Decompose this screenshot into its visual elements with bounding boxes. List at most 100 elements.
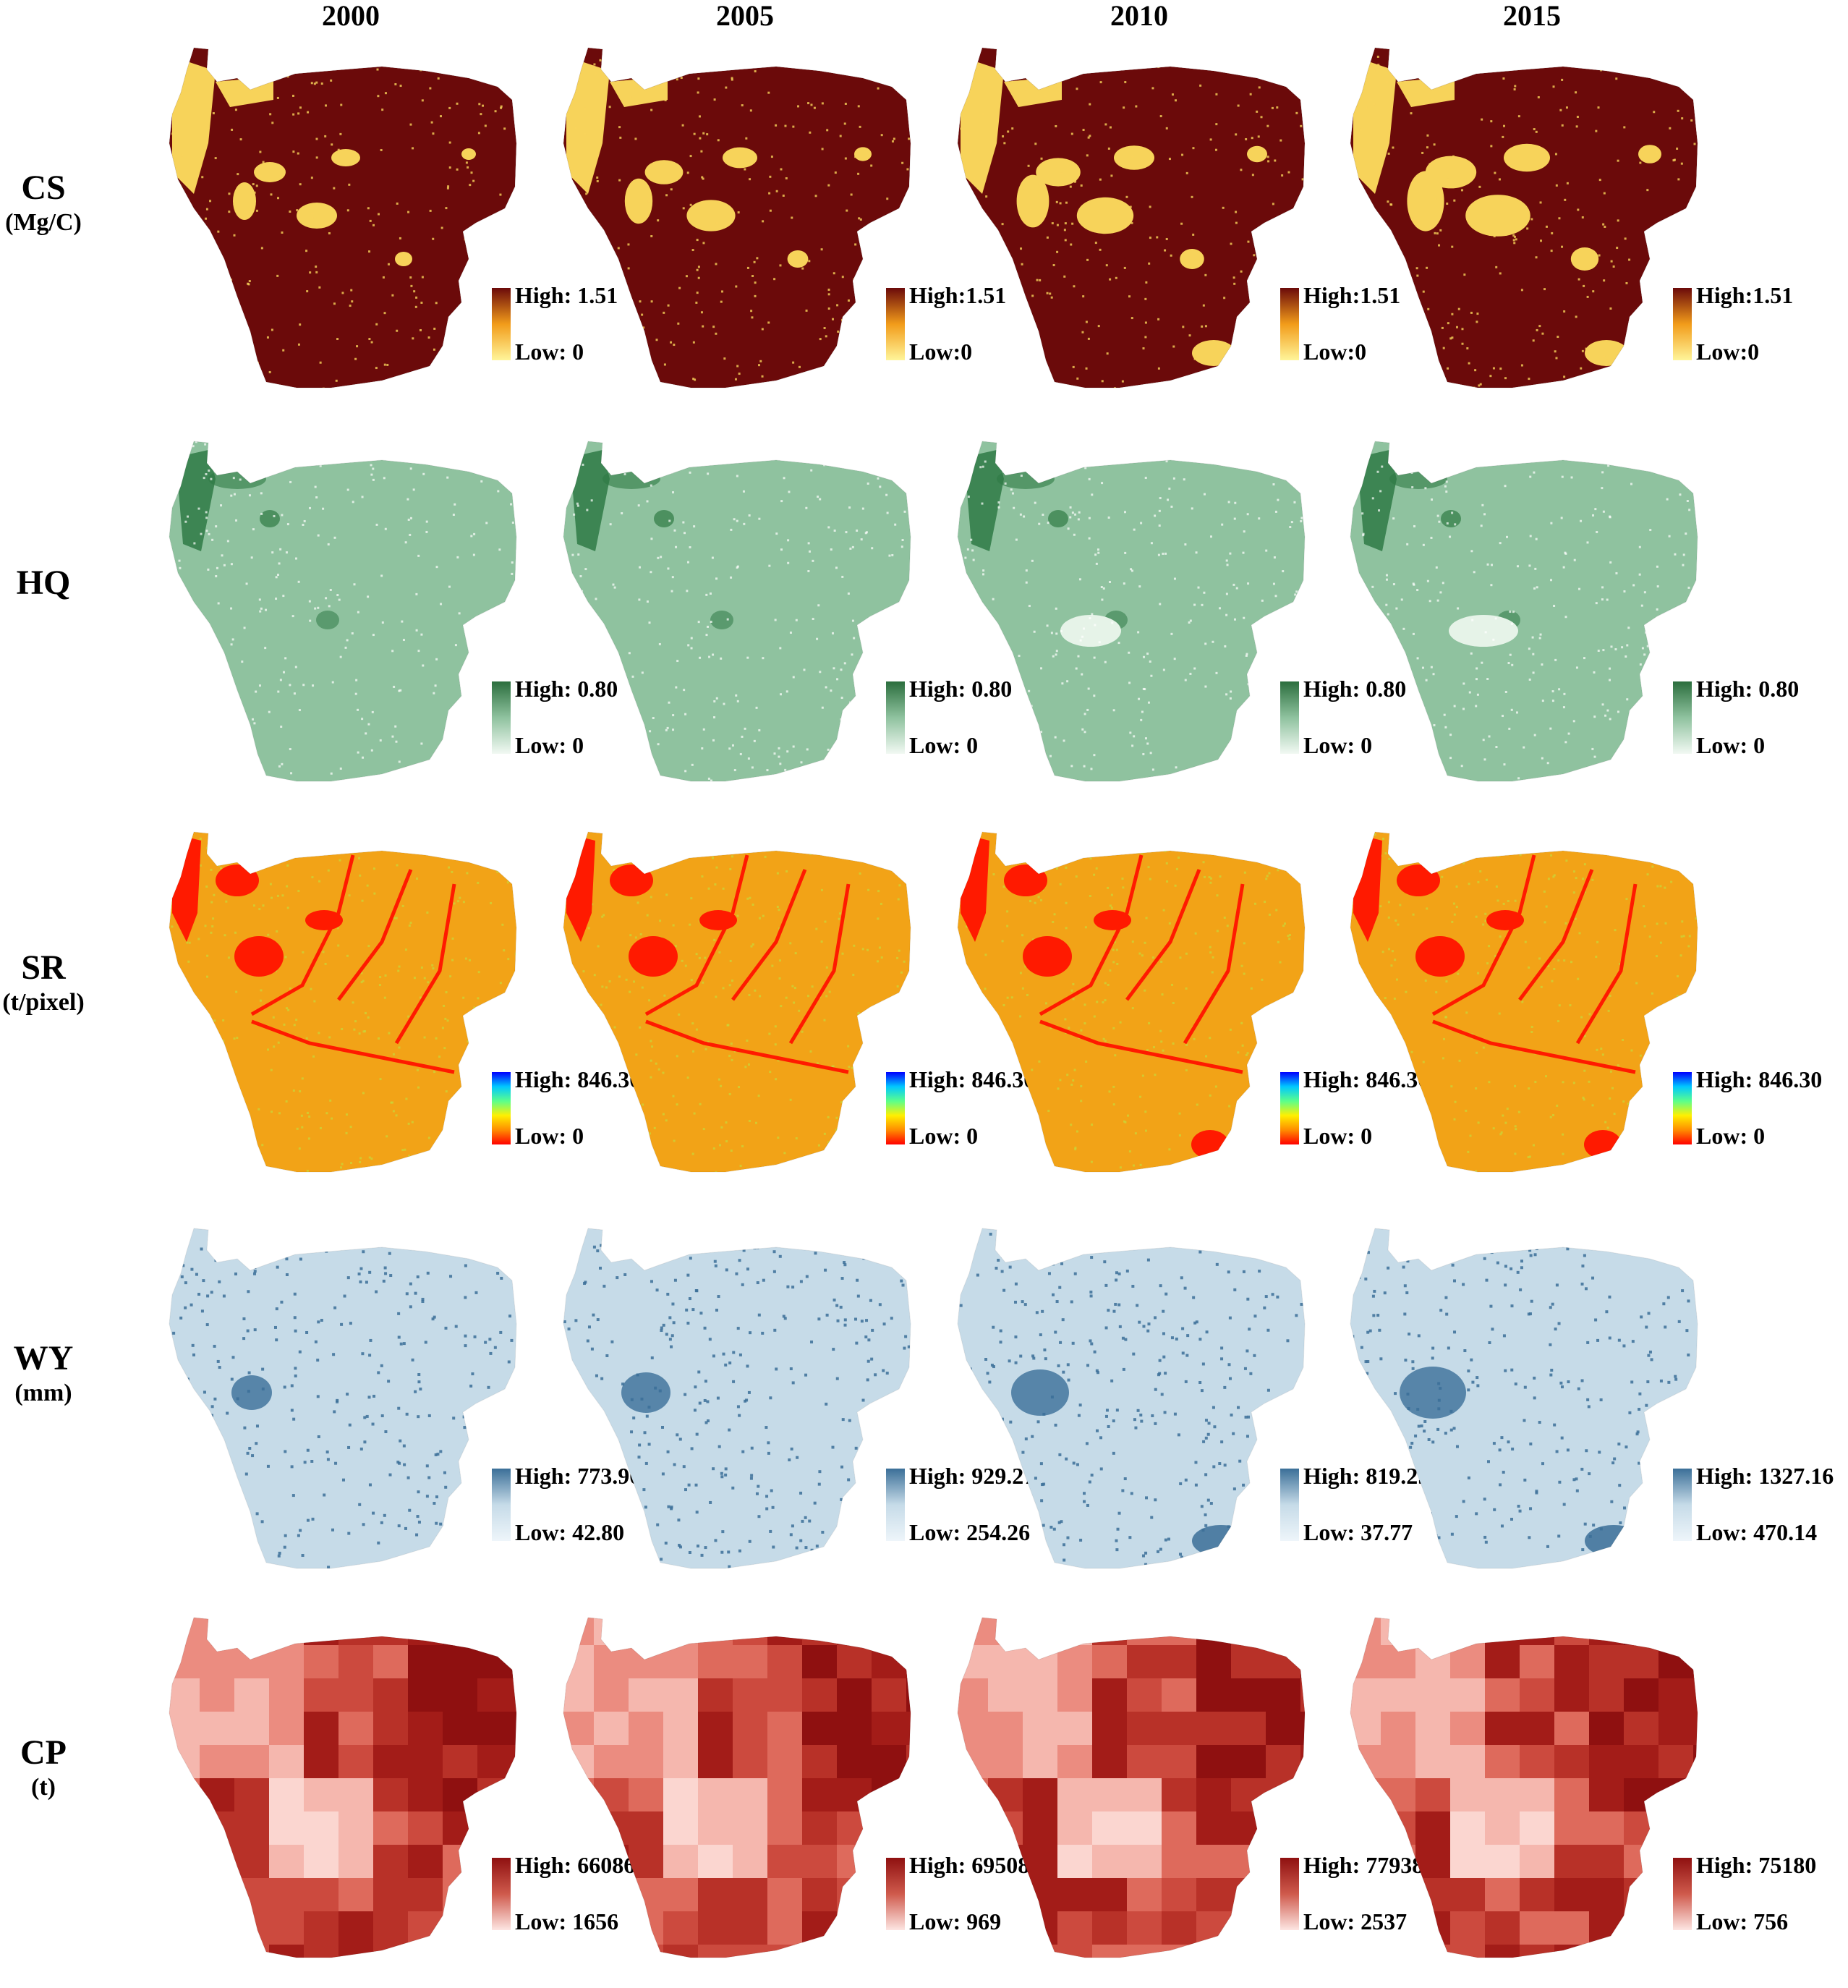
map-svg [559, 42, 964, 418]
district-cell [1023, 1712, 1058, 1746]
district-cell [1450, 1678, 1486, 1712]
map-svg [1346, 1223, 1751, 1599]
legend-color-ramp [1673, 1072, 1692, 1144]
district-cell [1023, 1778, 1058, 1812]
district-cell [1381, 1778, 1416, 1812]
map-svg [953, 1223, 1358, 1599]
row-unit: (mm) [0, 1379, 87, 1408]
district-cell [629, 1911, 664, 1945]
district-cell [304, 1712, 339, 1746]
district-cell [1057, 1712, 1093, 1746]
high-loss-patch [216, 865, 259, 896]
district-cell [559, 1878, 595, 1912]
district-cell [1381, 1678, 1416, 1712]
district-cell [165, 1678, 200, 1712]
district-cell [594, 1745, 629, 1779]
district-cell [1057, 1878, 1093, 1912]
legend-color-ramp [1673, 1858, 1692, 1930]
high-loss-patch [1191, 1130, 1229, 1159]
district-cell [477, 1811, 513, 1845]
district-cell [1450, 1645, 1486, 1679]
legend-low-label: Low: 756 [1696, 1908, 1788, 1934]
district-cell [1346, 1878, 1381, 1912]
district-cell [698, 1945, 733, 1979]
district-cell [408, 1911, 443, 1945]
district-cell [663, 1645, 699, 1679]
district-cell [1693, 1678, 1729, 1712]
map-svg [953, 826, 1358, 1202]
district-cell [1589, 1945, 1625, 1979]
district-cell [1381, 1811, 1416, 1845]
low-value-patch [1077, 197, 1133, 234]
district-cell [1196, 1911, 1232, 1945]
legend-high-label: High: 1327.16 [1696, 1463, 1834, 1489]
district-cell [1300, 1712, 1336, 1746]
district-cell [200, 1712, 235, 1746]
row-label-cs: CS (Mg/C) [0, 168, 87, 237]
district-cell [477, 1712, 513, 1746]
district-cell [733, 1678, 768, 1712]
district-cell [837, 1811, 872, 1845]
district-cell [988, 1612, 1023, 1646]
district-cell [1092, 1778, 1128, 1812]
district-cell [1485, 1612, 1520, 1646]
legend-color-ramp [492, 681, 511, 754]
district-cell [512, 1678, 548, 1712]
district-cell [1023, 1745, 1058, 1779]
district-cell [338, 1911, 374, 1945]
district-cell [837, 1612, 872, 1646]
map-svg [559, 436, 964, 812]
district-cell [1057, 1845, 1093, 1879]
district-cell [1381, 1712, 1416, 1746]
district-cell [1162, 1745, 1197, 1779]
district-cell [1520, 1612, 1555, 1646]
high-value-patch [654, 510, 674, 527]
district-cell [1057, 1811, 1093, 1845]
high-value-patch [710, 611, 733, 629]
legend-high-label: High:1.51 [1696, 282, 1793, 308]
district-cell [733, 1911, 768, 1945]
legend-color-ramp [1280, 288, 1299, 360]
district-cell [1196, 1778, 1232, 1812]
district-cell [1658, 1945, 1694, 1979]
row-code: WY [0, 1338, 87, 1379]
district-cell [663, 1878, 699, 1912]
district-cell [304, 1778, 339, 1812]
high-yield-patch [1011, 1369, 1069, 1416]
district-cell [698, 1745, 733, 1779]
district-cell [512, 1811, 548, 1845]
district-cell [698, 1811, 733, 1845]
high-value-patch [1441, 510, 1461, 527]
district-cell [733, 1878, 768, 1912]
district-cell [373, 1811, 409, 1845]
district-cell [373, 1911, 409, 1945]
district-cell [1127, 1612, 1162, 1646]
district-cell [408, 1745, 443, 1779]
district-cell [1300, 1612, 1336, 1646]
map-region [168, 1223, 529, 1573]
district-cell [1127, 1878, 1162, 1912]
district-cell [1346, 1778, 1381, 1812]
district-cell [1450, 1945, 1486, 1979]
district-cell [802, 1878, 838, 1912]
district-cell [1127, 1678, 1162, 1712]
district-cell [1658, 1678, 1694, 1712]
district-cell [767, 1745, 803, 1779]
district-cell [988, 1645, 1023, 1679]
legend-low-label: Low: 0 [1696, 732, 1765, 758]
district-cell [594, 1878, 629, 1912]
district-cell [698, 1845, 733, 1879]
map-region [1347, 43, 1706, 389]
district-cell [1658, 1645, 1694, 1679]
low-value-patch [297, 203, 337, 229]
district-cell [1520, 1911, 1555, 1945]
legend-color-ramp [492, 288, 511, 360]
district-cell [906, 1678, 942, 1712]
district-cell [629, 1811, 664, 1845]
district-cell [906, 1645, 942, 1679]
district-cell [1693, 1612, 1729, 1646]
district-cell [477, 1745, 513, 1779]
district-cell [1589, 1745, 1625, 1779]
